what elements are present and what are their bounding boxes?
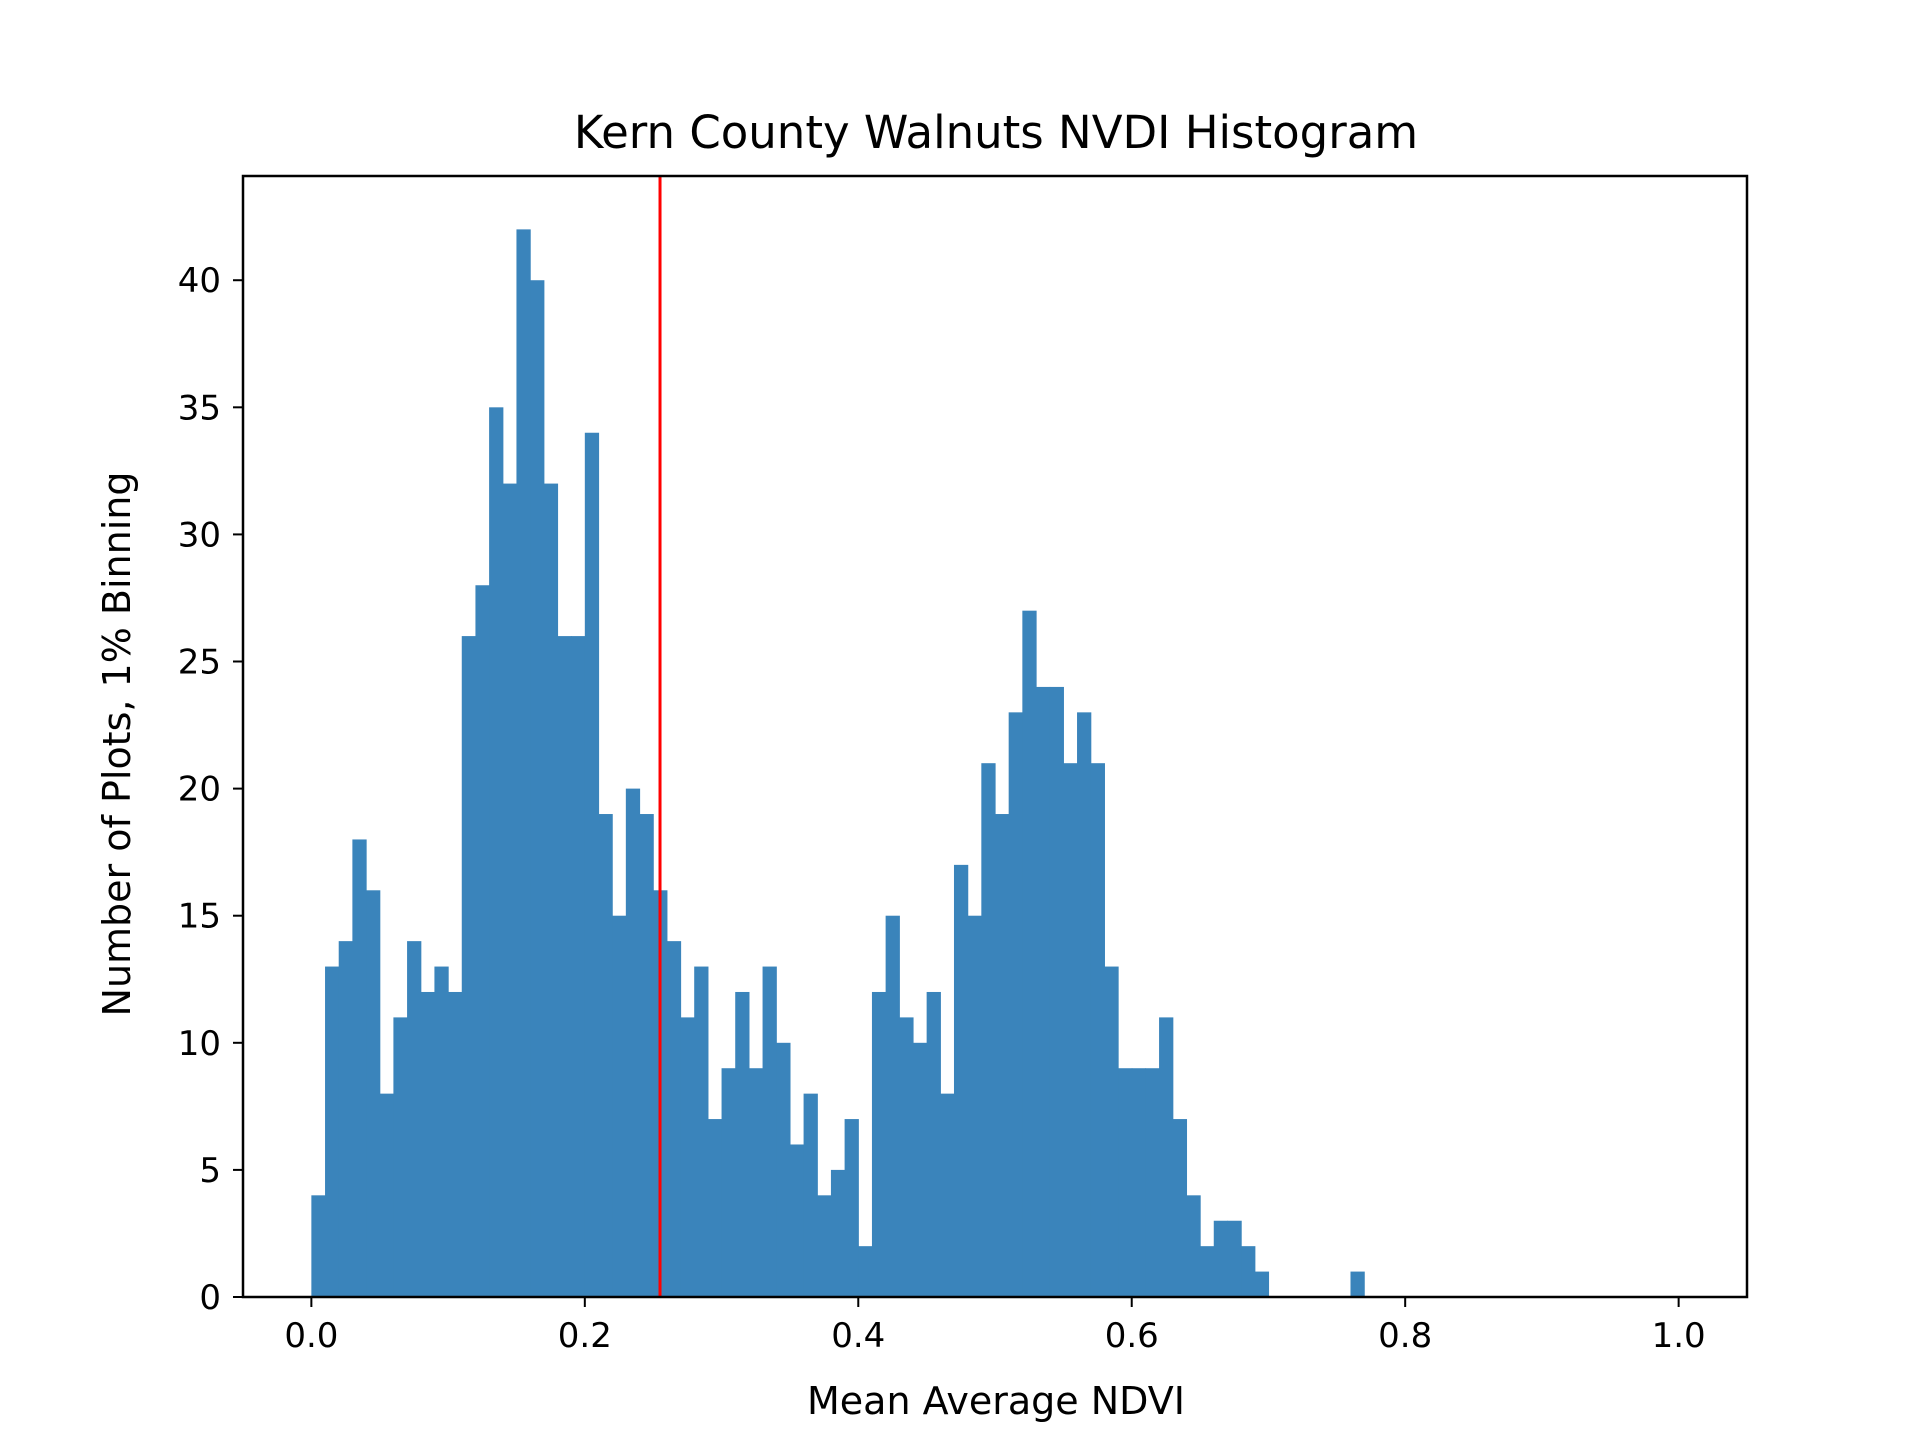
y-tick-label: 0 — [199, 1278, 221, 1318]
y-tick-label: 35 — [178, 388, 221, 428]
histogram-bar — [434, 966, 449, 1297]
x-tick-label: 0.0 — [284, 1316, 338, 1356]
histogram-bar — [379, 1093, 394, 1297]
y-tick-label: 40 — [178, 261, 221, 301]
histogram-bar — [311, 1195, 326, 1297]
histogram-bar — [953, 864, 969, 1297]
histogram-bar — [571, 636, 586, 1297]
histogram-bar — [1145, 1068, 1160, 1297]
histogram-bar — [338, 941, 353, 1297]
histogram-bar — [967, 915, 982, 1297]
histogram-bar — [1350, 1271, 1365, 1297]
histogram-bar — [1049, 686, 1064, 1297]
histogram-bar — [694, 966, 709, 1297]
histogram-bar — [844, 1119, 859, 1297]
histogram-bar — [407, 941, 422, 1297]
histogram-bar — [912, 1042, 928, 1297]
histogram-bar — [817, 1195, 832, 1297]
histogram-bar — [366, 890, 381, 1297]
histogram-bar — [885, 915, 900, 1297]
histogram-bar — [1200, 1246, 1215, 1297]
histogram-bar — [680, 1017, 695, 1297]
histogram-bar — [516, 229, 531, 1297]
x-tick-label: 0.8 — [1378, 1316, 1432, 1356]
bars — [311, 229, 1365, 1298]
histogram-bar — [1118, 1068, 1133, 1297]
y-tick-label: 15 — [178, 897, 221, 937]
histogram-bar — [489, 407, 504, 1297]
histogram-bar — [721, 1068, 736, 1297]
histogram-bar — [1186, 1195, 1201, 1297]
histogram-bar — [995, 814, 1010, 1297]
x-tick-label: 0.6 — [1105, 1316, 1159, 1356]
histogram-bar — [325, 966, 340, 1297]
histogram-bar — [776, 1042, 791, 1297]
histogram-bar — [803, 1093, 818, 1297]
y-tick-label: 25 — [178, 643, 221, 683]
histogram-bar — [1063, 763, 1078, 1297]
histogram-bar — [762, 966, 777, 1297]
y-axis-label: Number of Plots, 1% Binning — [95, 472, 139, 1017]
chart-title: Kern County Walnuts NVDI Histogram — [574, 106, 1418, 159]
histogram-bar — [1227, 1220, 1242, 1297]
histogram-bar — [543, 483, 559, 1298]
y-tick-label: 20 — [178, 770, 221, 810]
histogram-bar — [1159, 1017, 1174, 1297]
histogram-bar — [612, 915, 627, 1297]
histogram-bar — [1036, 686, 1051, 1297]
histogram-bar — [735, 991, 750, 1297]
histogram-bar — [981, 763, 996, 1297]
histogram-bar — [557, 636, 572, 1297]
y-tick-label: 5 — [199, 1151, 221, 1191]
histogram-bar — [475, 585, 490, 1297]
histogram-bar — [748, 1068, 764, 1297]
histogram-bar — [1090, 763, 1105, 1297]
histogram-bar — [789, 1144, 805, 1297]
histogram-bar — [940, 1093, 955, 1297]
histogram-bar — [1077, 712, 1092, 1297]
histogram-bar — [1104, 966, 1119, 1297]
histogram-bar — [461, 636, 477, 1297]
histogram-bar — [639, 814, 654, 1297]
histogram-bar — [584, 432, 600, 1297]
histogram-bar — [502, 483, 518, 1298]
histogram-bar — [448, 991, 463, 1297]
x-axis-ticks: 0.0 0.2 0.4 0.6 0.8 1.0 — [284, 1297, 1706, 1356]
histogram-bar — [420, 991, 436, 1297]
histogram-bar — [707, 1119, 723, 1297]
histogram-bar — [1131, 1068, 1146, 1297]
x-tick-label: 0.4 — [831, 1316, 885, 1356]
histogram-bar — [899, 1017, 914, 1297]
histogram-bar — [666, 941, 682, 1297]
histogram-bar — [1022, 610, 1037, 1297]
x-tick-label: 0.2 — [558, 1316, 612, 1356]
histogram-bar — [871, 991, 887, 1297]
histogram-bar — [530, 280, 545, 1298]
y-axis-ticks: 0 5 10 15 20 25 30 35 40 — [178, 261, 243, 1318]
histogram-bar — [1008, 712, 1023, 1297]
histogram-bar — [393, 1017, 408, 1297]
histogram-bar — [830, 1169, 846, 1297]
histogram-bar — [1172, 1119, 1188, 1297]
histogram-bar — [598, 814, 613, 1297]
histogram-bar — [352, 839, 367, 1297]
histogram-bar — [1241, 1246, 1256, 1297]
y-tick-label: 30 — [178, 515, 221, 555]
histogram-bar — [1213, 1220, 1229, 1297]
histogram-bar — [926, 991, 941, 1297]
x-axis-label: Mean Average NDVI — [807, 1379, 1185, 1423]
x-tick-label: 1.0 — [1652, 1316, 1706, 1356]
histogram-bar — [1254, 1271, 1270, 1297]
histogram-bar — [625, 788, 641, 1297]
y-tick-label: 10 — [178, 1024, 221, 1064]
plot-frame — [241, 174, 1749, 1299]
histogram-bar — [858, 1246, 873, 1297]
